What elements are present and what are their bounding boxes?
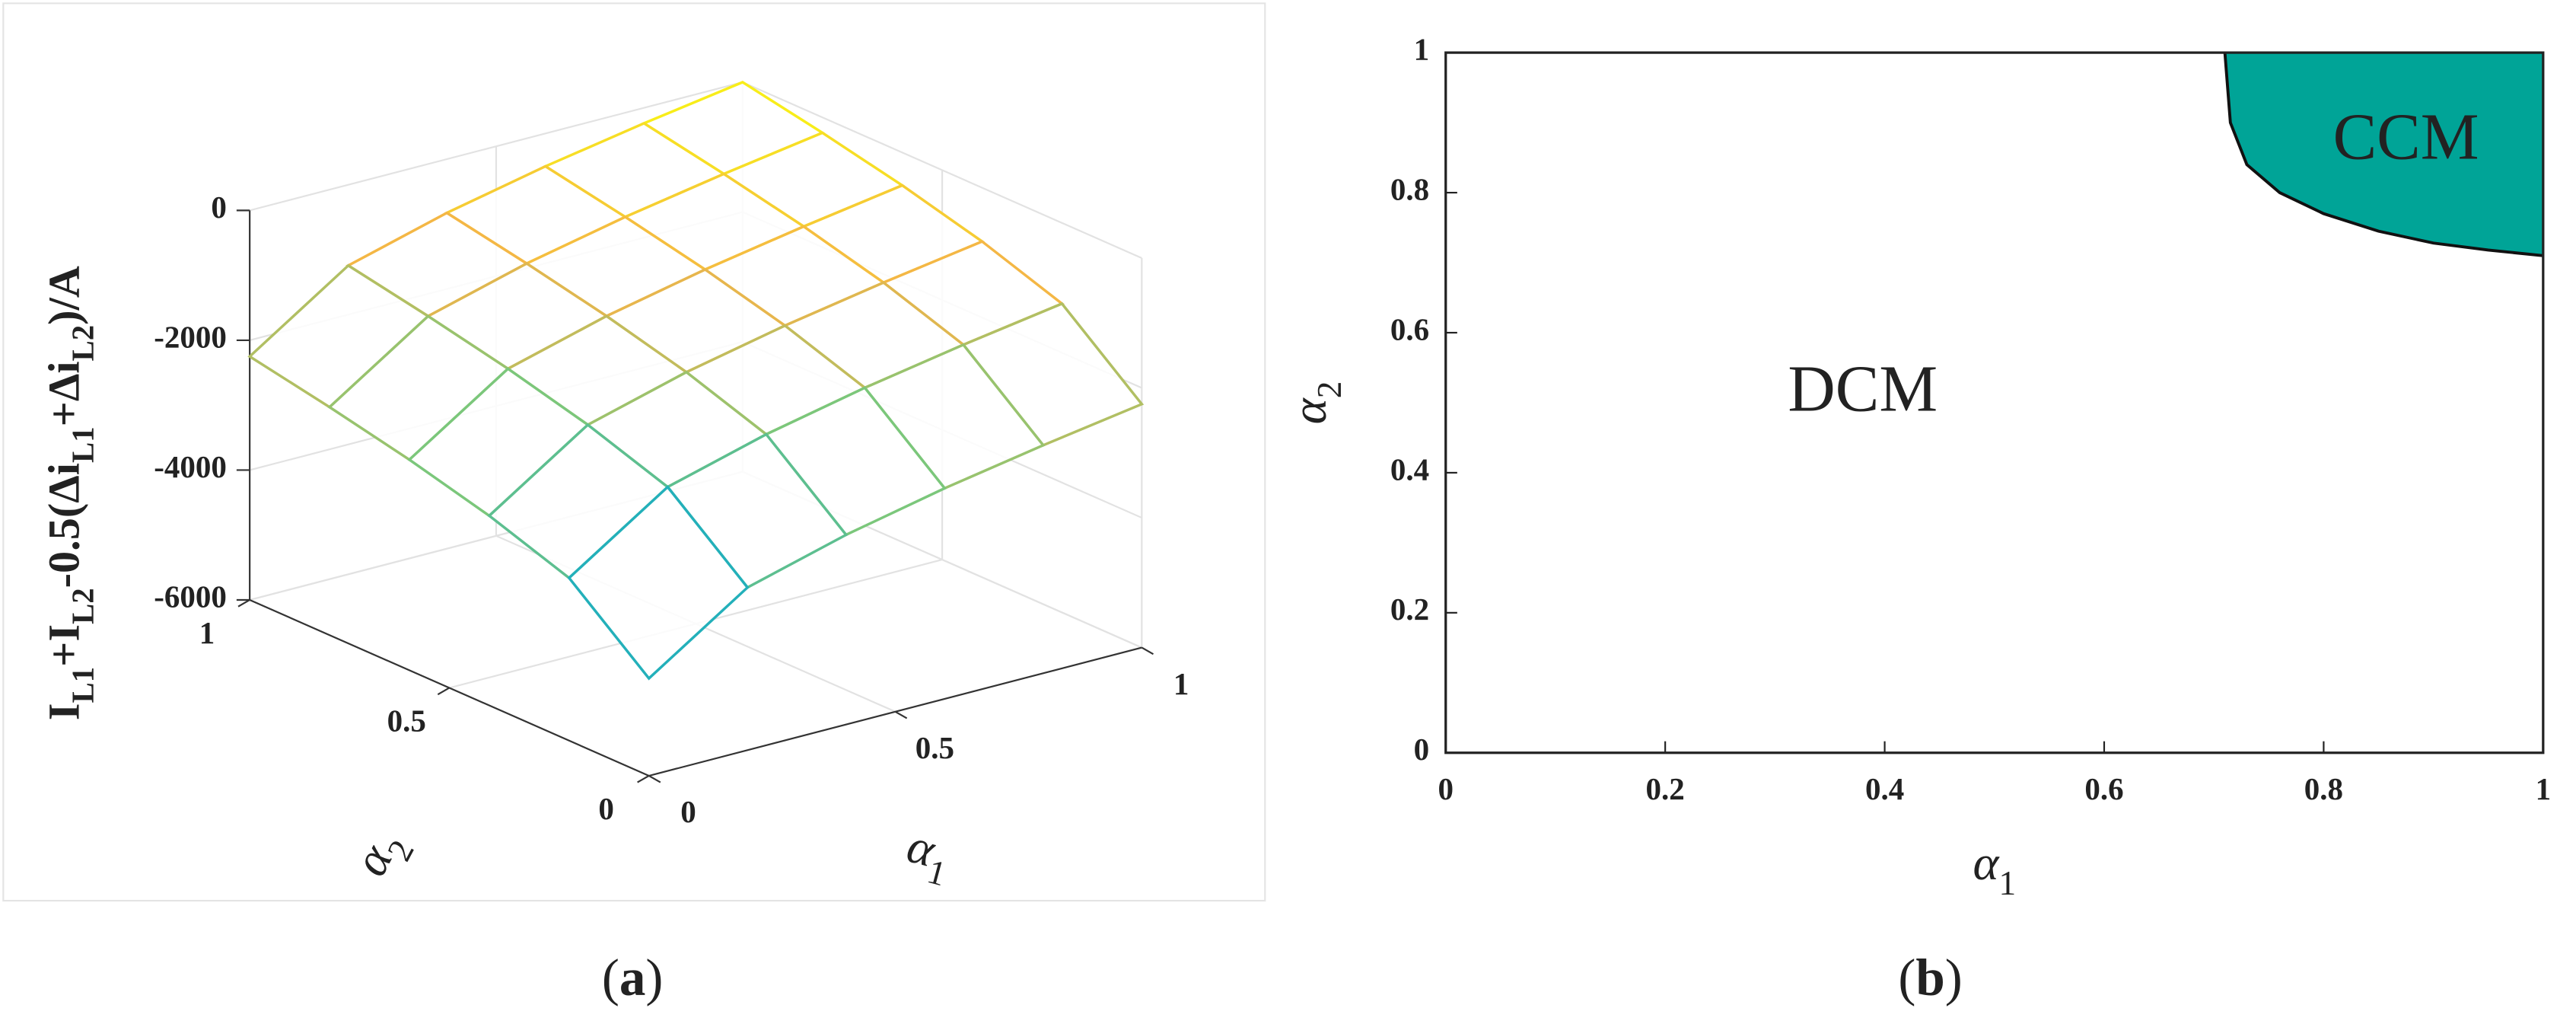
subscript: L1 (66, 667, 100, 703)
caption: (b) (1898, 948, 1962, 1006)
z-axis-label: IL1+IL2-0.5(ΔiL1+ΔiL2)/A (40, 266, 100, 720)
caption-letter: a (619, 948, 646, 1006)
label-text: )/A (40, 266, 89, 325)
grid-line (742, 81, 1142, 259)
caption-letter: b (1915, 948, 1944, 1006)
y-tick-label: 0.5 (387, 703, 426, 738)
grid-line (249, 81, 744, 212)
x-tick-label: 0 (680, 794, 696, 829)
label-text: ( (1898, 948, 1915, 1006)
plot-frame (1444, 51, 2545, 754)
y-tick-label: 0.6 (1390, 311, 1429, 346)
x-tick (648, 775, 661, 783)
x-tick-label: 1 (2536, 771, 2551, 806)
x-tick-label: 0.2 (1646, 771, 1685, 806)
y-tick-label: 1 (1414, 32, 1430, 67)
boundary-line (2223, 52, 2544, 257)
subscript: 2 (1310, 381, 1348, 399)
y-tick-label: 0.2 (1390, 592, 1429, 627)
x-tick-label: 0.4 (1865, 771, 1904, 806)
y-tick-label: 0 (1414, 732, 1430, 767)
label-text: ) (645, 948, 663, 1006)
x-tick-label: 0.5 (915, 730, 954, 765)
label-text: α (1282, 397, 1337, 424)
y-tick-label: 0.4 (1390, 451, 1429, 486)
label-text: -0.5(Δi (40, 463, 89, 588)
label-text: ( (602, 948, 619, 1006)
z-tick-label: 0 (211, 190, 227, 225)
subscript: 1 (1998, 864, 2016, 902)
y-tick-label: 0.8 (1390, 171, 1429, 206)
label-text: I (40, 703, 89, 721)
caption: (a) (602, 948, 664, 1006)
x-tick (1141, 646, 1154, 656)
y-tick-label: 1 (199, 615, 215, 650)
surface-cell (567, 485, 750, 681)
y-axis-label: α2 (1282, 381, 1349, 425)
label-text: ) (1945, 948, 1963, 1006)
z-tick-label: -6000 (154, 579, 227, 614)
x-tick-label: 1 (1173, 666, 1189, 701)
z-tick-label: -4000 (154, 449, 227, 484)
region-label: DCM (1788, 352, 1938, 426)
ccm-region (2224, 53, 2543, 256)
z-tick-label: -2000 (154, 319, 227, 354)
x-axis-label: α1 (1973, 836, 2016, 903)
label-text: α (1973, 836, 2000, 891)
x-tick-label: 0.6 (2084, 771, 2123, 806)
region-label: CCM (2333, 100, 2479, 173)
subscript: L2 (66, 588, 100, 624)
y-tick (437, 687, 450, 696)
y-tick-label: 0 (598, 791, 614, 826)
subscript: L2 (66, 325, 100, 362)
label-text: +Δi (40, 361, 89, 426)
x-tick-label: 0.8 (2304, 771, 2343, 806)
label-text: +I (40, 624, 89, 667)
x-tick-label: 0 (1438, 771, 1454, 806)
x-tick (895, 710, 908, 719)
subscript: L1 (66, 426, 100, 463)
y-tick (237, 599, 250, 608)
y-tick (637, 775, 650, 783)
